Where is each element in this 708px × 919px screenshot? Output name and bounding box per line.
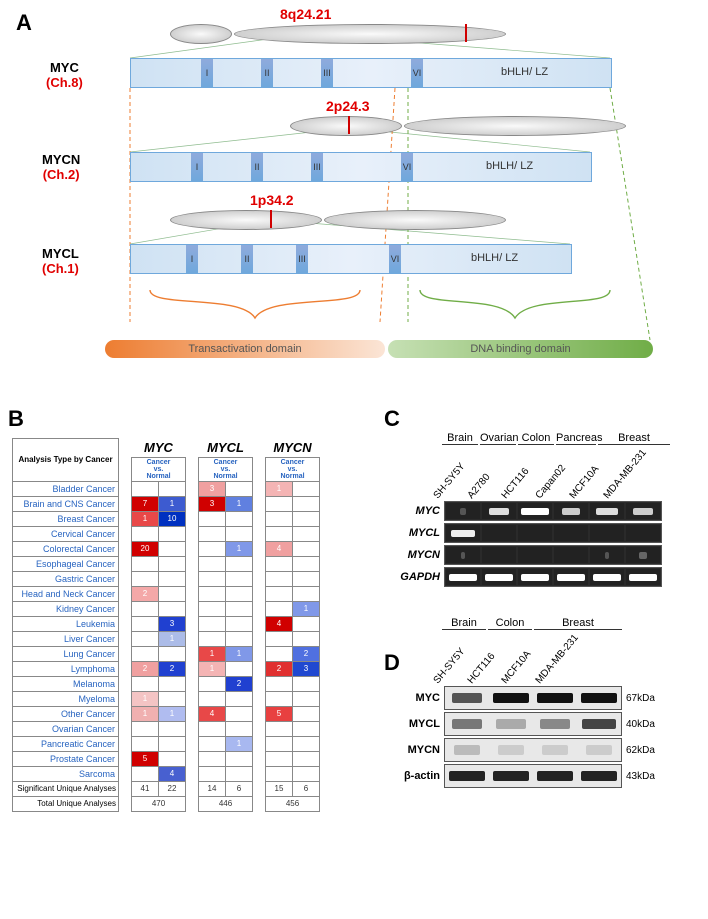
locus-myc: 8q24.21 xyxy=(280,6,331,22)
panel-a: A 8q24.21 MYC (Ch.8 xyxy=(10,10,708,380)
gene-name-myc: MYC xyxy=(50,60,79,75)
gene-name-mycl: MYCL xyxy=(42,246,79,261)
locus-mycl: 1p34.2 xyxy=(250,192,294,208)
panel-b: B Analysis Type by CancerMYCMYCLMYCNCanc… xyxy=(10,410,380,812)
domain-dna: DNA binding domain xyxy=(388,340,653,358)
gene-ch-mycn: (Ch.2) xyxy=(42,167,80,182)
panel-c: BrainOvarianColonPancreasBreastSH-SY5YA2… xyxy=(390,432,708,587)
panel-b-label: B xyxy=(8,406,24,432)
protein-myc: I II III VI bHLH/ LZ xyxy=(130,58,612,88)
domain-trans: Transactivation domain xyxy=(105,340,385,358)
protein-mycn: I II III VI bHLH/ LZ xyxy=(130,152,592,182)
figure: A 8q24.21 MYC (Ch.8 xyxy=(10,10,708,380)
oncomine-table: Analysis Type by CancerMYCMYCLMYCNCancer… xyxy=(12,438,320,812)
panel-d: BrainColonBreastSH-SY5YHCT116MCF10AMDA-M… xyxy=(390,617,708,788)
chromosome-myc xyxy=(170,24,510,44)
chromosome-mycn xyxy=(290,116,630,136)
locus-mycn: 2p24.3 xyxy=(326,98,370,114)
chromosome-mycl xyxy=(170,210,510,230)
panel-a-label: A xyxy=(16,10,32,36)
protein-mycl: I II III VI bHLH/ LZ xyxy=(130,244,572,274)
gene-ch-mycl: (Ch.1) xyxy=(42,261,79,276)
gene-name-mycn: MYCN xyxy=(42,152,80,167)
panel-cd-container: C BrainOvarianColonPancreasBreastSH-SY5Y… xyxy=(390,410,708,790)
panel-c-label: C xyxy=(384,406,400,432)
gene-ch-myc: (Ch.8) xyxy=(46,75,83,90)
